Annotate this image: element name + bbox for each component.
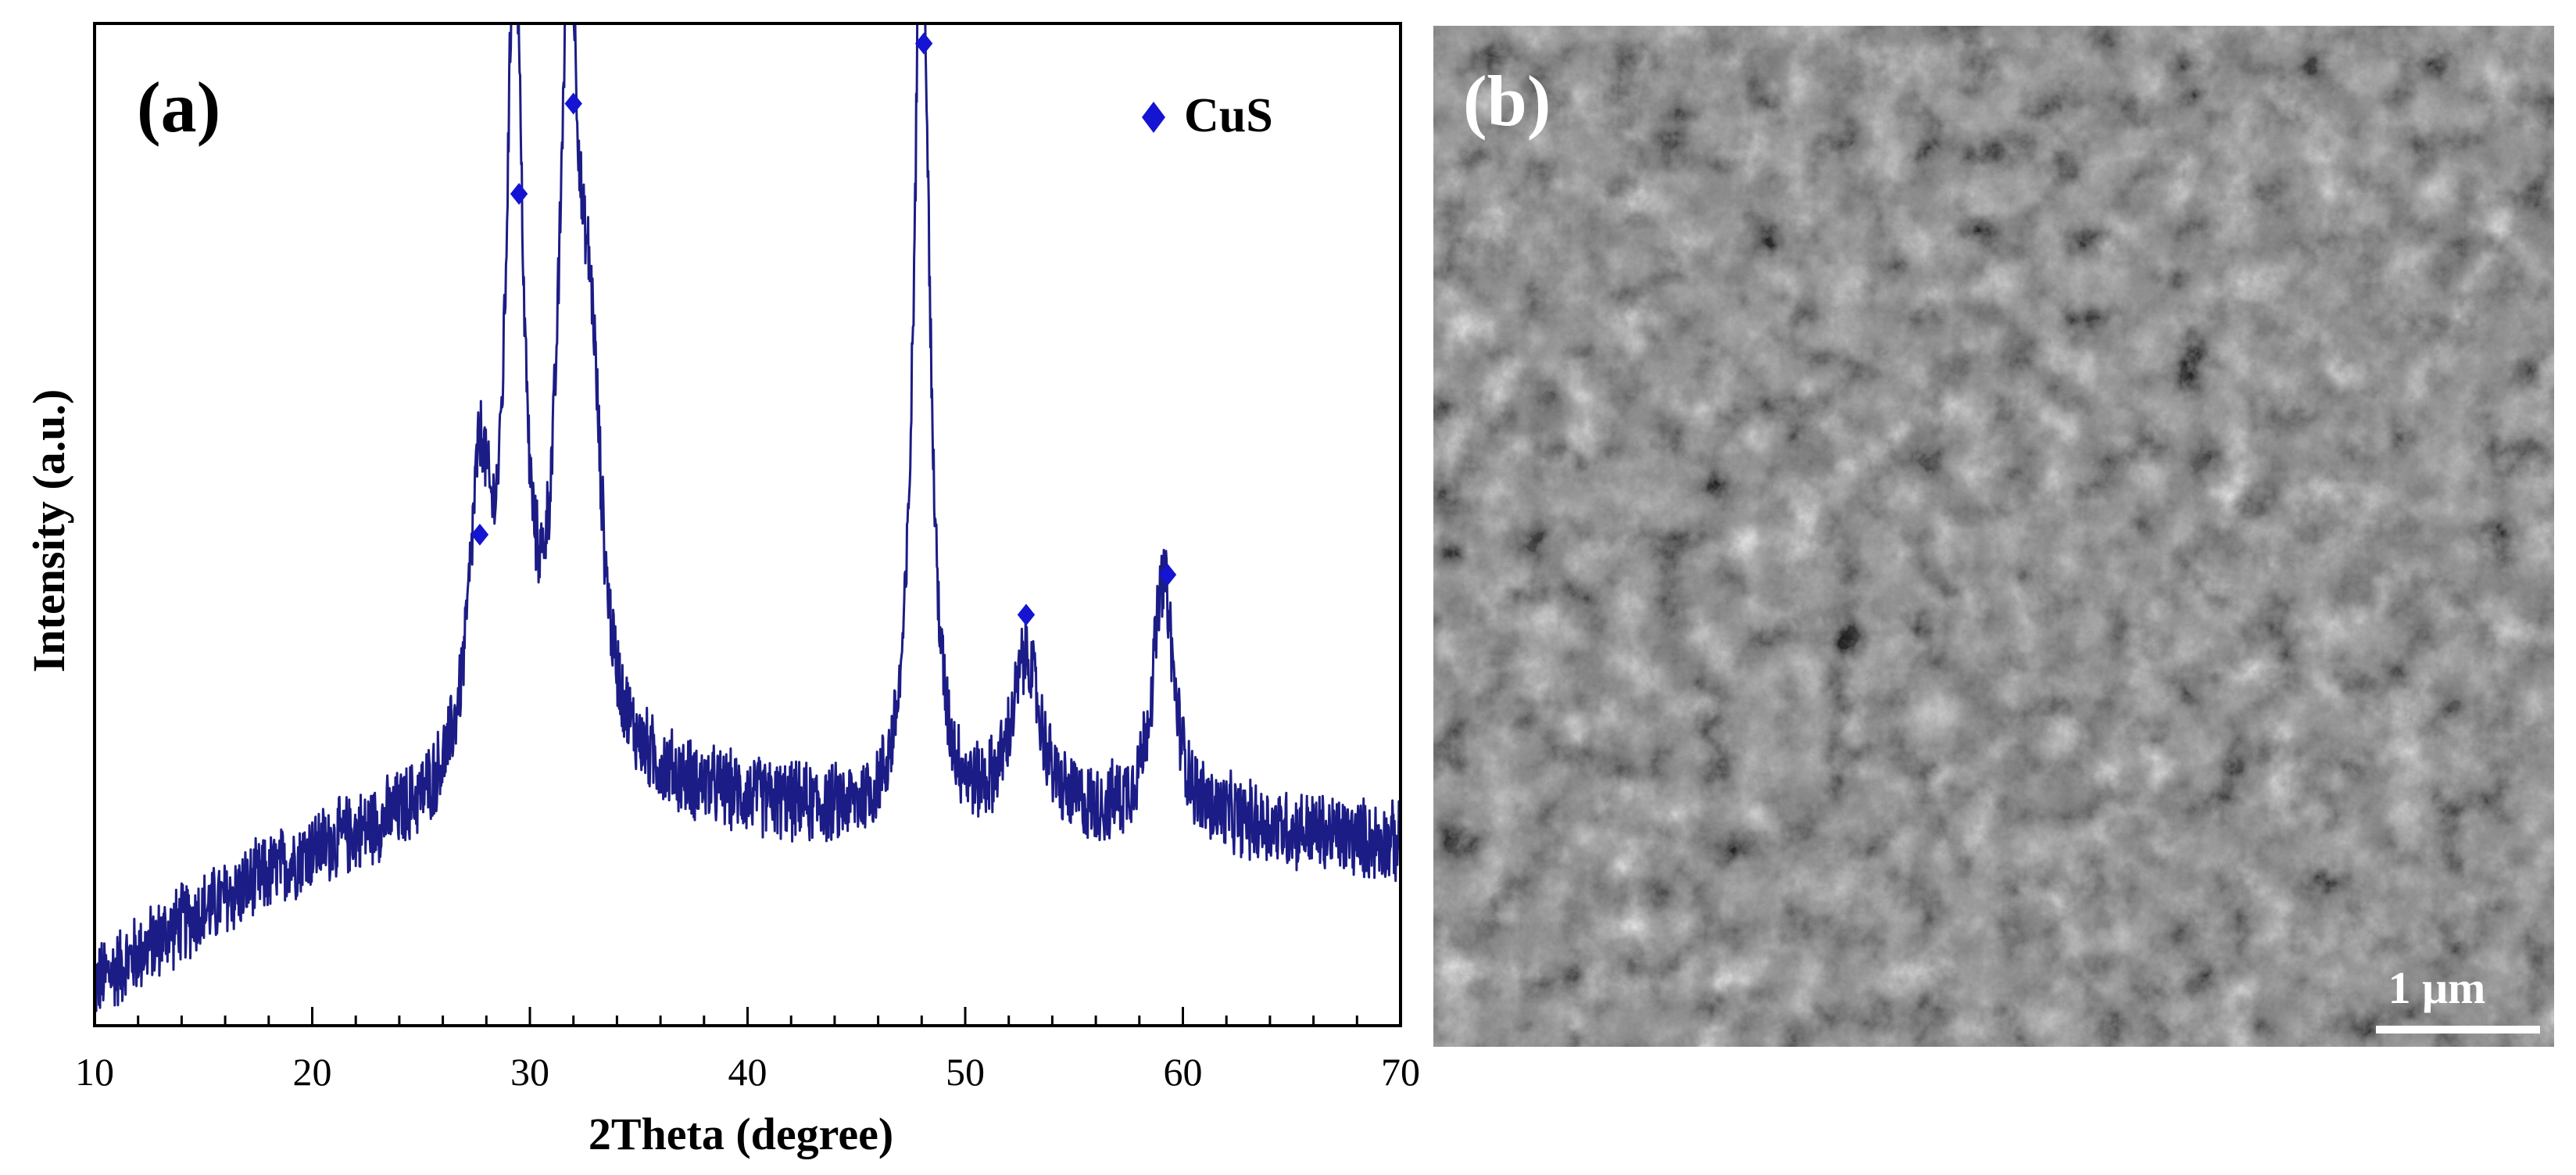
x-tick-label: 70 (1381, 1050, 1420, 1094)
peak-marker-diamond-icon (914, 32, 933, 55)
x-axis-label: 2Theta (degree) (589, 1109, 893, 1159)
xrd-line-layer (95, 23, 1401, 1012)
sem-image-panel: (b) 1 μm (1433, 26, 2554, 1047)
peak-marker-layer (470, 32, 1177, 626)
x-tick-label: 10 (75, 1050, 114, 1094)
peak-marker-diamond-icon (1017, 604, 1036, 626)
x-tick-label-layer: 10 20 30 40 50 60 70 (75, 1050, 1420, 1094)
panel-b-label: (b) (1463, 61, 1551, 141)
x-tick-layer (93, 1007, 1402, 1026)
scale-bar-label: 1 μm (2388, 962, 2486, 1013)
x-tick-label: 50 (946, 1050, 985, 1094)
peak-marker-diamond-icon (510, 182, 528, 205)
peak-marker-diamond-icon (1158, 564, 1177, 586)
sem-image-fine-texture (1433, 26, 2554, 1047)
peak-marker-diamond-icon (470, 523, 489, 546)
y-axis-label: Intensity (a.u.) (23, 389, 74, 673)
legend-label: CuS (1184, 89, 1273, 142)
panel-a-label: (a) (137, 67, 220, 147)
xrd-panel: 10 20 30 40 50 60 70 (a) CuS Intensity (a.u.) … (23, 22, 1420, 1159)
x-tick-label: 40 (728, 1050, 767, 1094)
peak-marker-diamond-icon (564, 92, 582, 115)
x-tick-label: 60 (1164, 1050, 1203, 1094)
x-tick-label: 20 (293, 1050, 332, 1094)
legend-diamond-icon (1142, 102, 1165, 133)
x-tick-label: 30 (510, 1050, 549, 1094)
scale-bar (2376, 1026, 2540, 1033)
xrd-series-line (95, 23, 1401, 1012)
